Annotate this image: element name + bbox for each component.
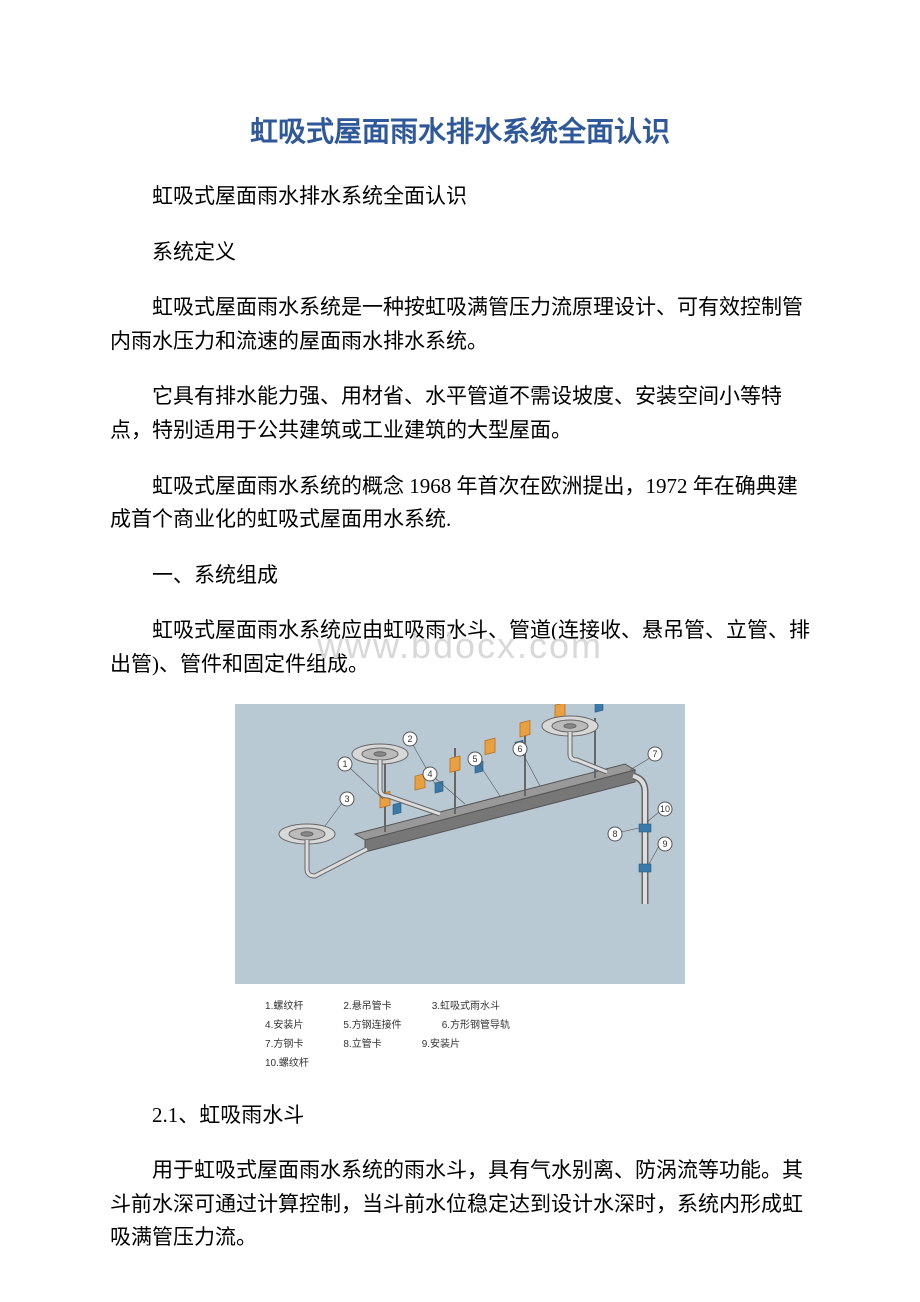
svg-text:4: 4 bbox=[427, 769, 432, 779]
legend-item: 9.安装片 bbox=[422, 1035, 460, 1050]
document-title: 虹吸式屋面雨水排水系统全面认识 bbox=[110, 110, 810, 150]
legend-item: 2.悬吊管卡 bbox=[343, 997, 391, 1012]
svg-text:1: 1 bbox=[342, 759, 347, 769]
legend-item: 5.方钢连接件 bbox=[343, 1016, 401, 1031]
legend-item: 7.方钢卡 bbox=[265, 1035, 303, 1050]
paragraph: 虹吸式屋面雨水系统是一种按虹吸满管压力流原理设计、可有效控制管内雨水压力和流速的… bbox=[110, 291, 810, 358]
system-diagram: 1 2 3 4 5 6 7 8 9 10 1.螺纹杆 2.悬吊管卡 3.虹吸式雨… bbox=[235, 704, 685, 1069]
legend-item: 1.螺纹杆 bbox=[265, 997, 303, 1012]
paragraph: 虹吸式屋面雨水排水系统全面认识 bbox=[110, 180, 810, 214]
svg-text:7: 7 bbox=[652, 749, 657, 759]
legend-item: 8.立管卡 bbox=[343, 1035, 381, 1050]
svg-text:5: 5 bbox=[472, 754, 477, 764]
svg-text:9: 9 bbox=[662, 839, 667, 849]
paragraph: 虹吸式屋面雨水系统应由虹吸雨水斗、管道(连接收、悬吊管、立管、排出管)、管件和固… bbox=[110, 614, 810, 681]
diagram-svg: 1 2 3 4 5 6 7 8 9 10 bbox=[235, 704, 685, 984]
diagram-legend: 1.螺纹杆 2.悬吊管卡 3.虹吸式雨水斗 4.安装片 5.方钢连接件 6.方形… bbox=[235, 997, 685, 1069]
svg-text:6: 6 bbox=[517, 744, 522, 754]
svg-text:2: 2 bbox=[407, 734, 412, 744]
legend-item: 3.虹吸式雨水斗 bbox=[432, 997, 500, 1012]
paragraph: 虹吸式屋面雨水系统的概念 1968 年首次在欧洲提出，1972 年在确典建成首个… bbox=[110, 470, 810, 537]
paragraph: 用于虹吸式屋面雨水系统的雨水斗，具有气水别离、防涡流等功能。其斗前水深可通过计算… bbox=[110, 1154, 810, 1255]
paragraph: 2.1、虹吸雨水斗 bbox=[110, 1099, 810, 1133]
svg-text:10: 10 bbox=[660, 804, 670, 814]
paragraph: 一、系统组成 bbox=[110, 559, 810, 593]
svg-text:3: 3 bbox=[344, 794, 349, 804]
paragraph: 它具有排水能力强、用材省、水平管道不需设坡度、安装空间小等特点，特别适用于公共建… bbox=[110, 380, 810, 447]
svg-text:8: 8 bbox=[612, 829, 617, 839]
legend-item: 4.安装片 bbox=[265, 1016, 303, 1031]
legend-item: 10.螺纹杆 bbox=[265, 1054, 309, 1069]
legend-item: 6.方形钢管导轨 bbox=[442, 1016, 510, 1031]
paragraph: 系统定义 bbox=[110, 236, 810, 270]
